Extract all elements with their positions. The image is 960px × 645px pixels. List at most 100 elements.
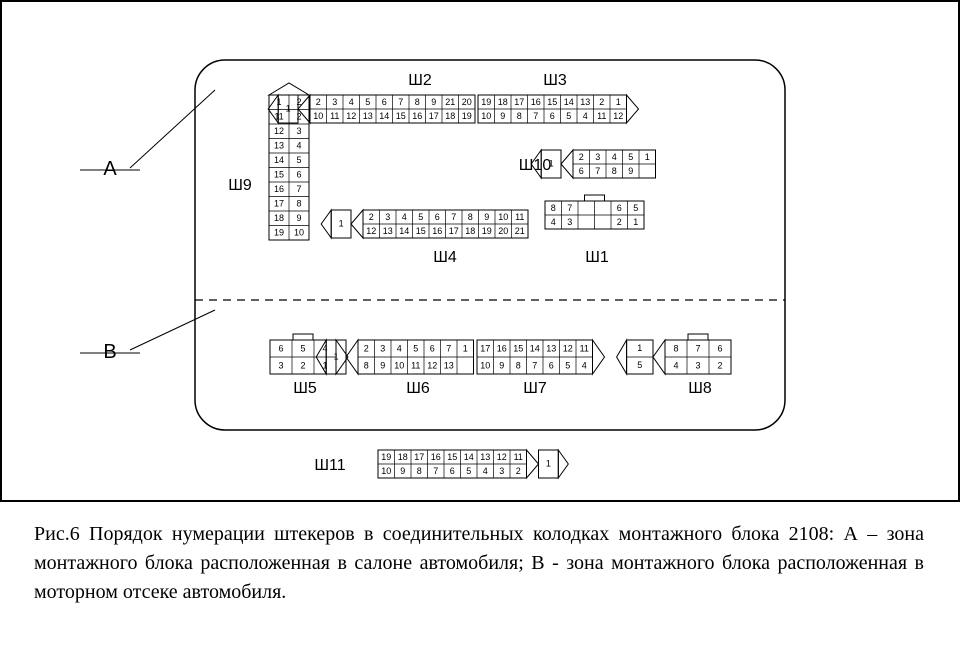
svg-text:10: 10 <box>294 228 304 238</box>
svg-text:17: 17 <box>414 452 424 462</box>
svg-text:6: 6 <box>617 203 622 213</box>
svg-text:2: 2 <box>364 343 369 353</box>
svg-text:9: 9 <box>500 111 505 121</box>
svg-text:17: 17 <box>274 199 284 209</box>
svg-text:5: 5 <box>628 152 633 162</box>
svg-text:4: 4 <box>483 466 488 476</box>
svg-text:17: 17 <box>514 97 524 107</box>
connector-Ш11: 19181716151413121110987654321 <box>378 450 568 478</box>
svg-text:16: 16 <box>497 343 507 353</box>
label-A: А <box>103 158 117 180</box>
svg-text:10: 10 <box>313 111 323 121</box>
svg-text:8: 8 <box>612 166 617 176</box>
svg-text:4: 4 <box>349 97 354 107</box>
svg-text:8: 8 <box>516 360 521 370</box>
svg-text:5: 5 <box>365 97 370 107</box>
svg-text:4: 4 <box>583 111 588 121</box>
svg-text:8: 8 <box>551 203 556 213</box>
svg-text:9: 9 <box>628 166 633 176</box>
svg-text:16: 16 <box>531 97 541 107</box>
svg-text:6: 6 <box>717 343 722 353</box>
svg-text:15: 15 <box>416 226 426 236</box>
svg-text:21: 21 <box>515 226 525 236</box>
svg-text:6: 6 <box>435 212 440 222</box>
svg-text:11: 11 <box>515 212 524 222</box>
label-B: В <box>103 341 116 363</box>
svg-text:5: 5 <box>637 360 642 370</box>
svg-text:6: 6 <box>450 466 455 476</box>
svg-text:8: 8 <box>517 111 522 121</box>
svg-text:18: 18 <box>498 97 508 107</box>
svg-text:14: 14 <box>564 97 574 107</box>
svg-text:8: 8 <box>364 360 369 370</box>
svg-text:1: 1 <box>645 152 650 162</box>
svg-text:1: 1 <box>549 158 554 168</box>
svg-text:12: 12 <box>366 226 376 236</box>
svg-text:1: 1 <box>276 97 281 107</box>
svg-text:13: 13 <box>383 226 393 236</box>
svg-text:3: 3 <box>296 126 301 136</box>
svg-text:1: 1 <box>334 351 339 361</box>
svg-text:9: 9 <box>296 213 301 223</box>
svg-text:6: 6 <box>278 343 283 353</box>
svg-text:1: 1 <box>633 217 638 227</box>
svg-text:2: 2 <box>296 112 301 122</box>
svg-text:9: 9 <box>484 212 489 222</box>
svg-text:6: 6 <box>549 360 554 370</box>
svg-text:3: 3 <box>567 217 572 227</box>
svg-text:1: 1 <box>339 218 344 228</box>
svg-text:10: 10 <box>394 360 404 370</box>
svg-text:9: 9 <box>499 360 504 370</box>
svg-text:9: 9 <box>431 97 436 107</box>
svg-text:2: 2 <box>717 360 722 370</box>
svg-text:14: 14 <box>274 155 284 165</box>
svg-text:10: 10 <box>481 111 491 121</box>
svg-text:12: 12 <box>613 111 623 121</box>
svg-text:7: 7 <box>433 466 438 476</box>
svg-text:8: 8 <box>296 199 301 209</box>
svg-text:6: 6 <box>382 97 387 107</box>
svg-text:19: 19 <box>274 228 284 238</box>
connector-label: Ш7 <box>523 380 547 397</box>
svg-text:15: 15 <box>547 97 557 107</box>
svg-text:14: 14 <box>379 111 389 121</box>
connector-Ш1: 87654321 <box>545 195 644 229</box>
svg-text:11: 11 <box>411 360 420 370</box>
svg-text:7: 7 <box>446 343 451 353</box>
svg-text:12: 12 <box>427 360 437 370</box>
svg-text:15: 15 <box>274 170 284 180</box>
svg-text:6: 6 <box>430 343 435 353</box>
connector-label: Ш3 <box>543 72 567 89</box>
svg-text:17: 17 <box>480 343 490 353</box>
svg-text:8: 8 <box>415 97 420 107</box>
svg-text:7: 7 <box>533 111 538 121</box>
svg-text:7: 7 <box>595 166 600 176</box>
svg-text:19: 19 <box>482 226 492 236</box>
svg-text:5: 5 <box>565 360 570 370</box>
svg-text:14: 14 <box>399 226 409 236</box>
svg-text:7: 7 <box>532 360 537 370</box>
svg-text:11: 11 <box>597 111 606 121</box>
svg-text:16: 16 <box>432 226 442 236</box>
svg-text:11: 11 <box>274 112 283 122</box>
svg-text:19: 19 <box>462 111 472 121</box>
svg-text:10: 10 <box>480 360 490 370</box>
svg-text:8: 8 <box>673 343 678 353</box>
svg-text:13: 13 <box>546 343 556 353</box>
svg-text:5: 5 <box>413 343 418 353</box>
svg-text:9: 9 <box>400 466 405 476</box>
svg-text:17: 17 <box>429 111 439 121</box>
connector-label: Ш9 <box>228 177 252 194</box>
svg-text:5: 5 <box>300 343 305 353</box>
svg-text:3: 3 <box>499 466 504 476</box>
svg-text:1: 1 <box>637 343 642 353</box>
svg-text:8: 8 <box>417 466 422 476</box>
connector-Ш9: 121121231341451561671781891910 <box>269 83 309 240</box>
svg-text:7: 7 <box>398 97 403 107</box>
svg-text:5: 5 <box>566 111 571 121</box>
svg-text:12: 12 <box>274 126 284 136</box>
svg-text:18: 18 <box>465 226 475 236</box>
svg-text:17: 17 <box>449 226 459 236</box>
svg-text:16: 16 <box>274 184 284 194</box>
svg-text:19: 19 <box>381 452 391 462</box>
